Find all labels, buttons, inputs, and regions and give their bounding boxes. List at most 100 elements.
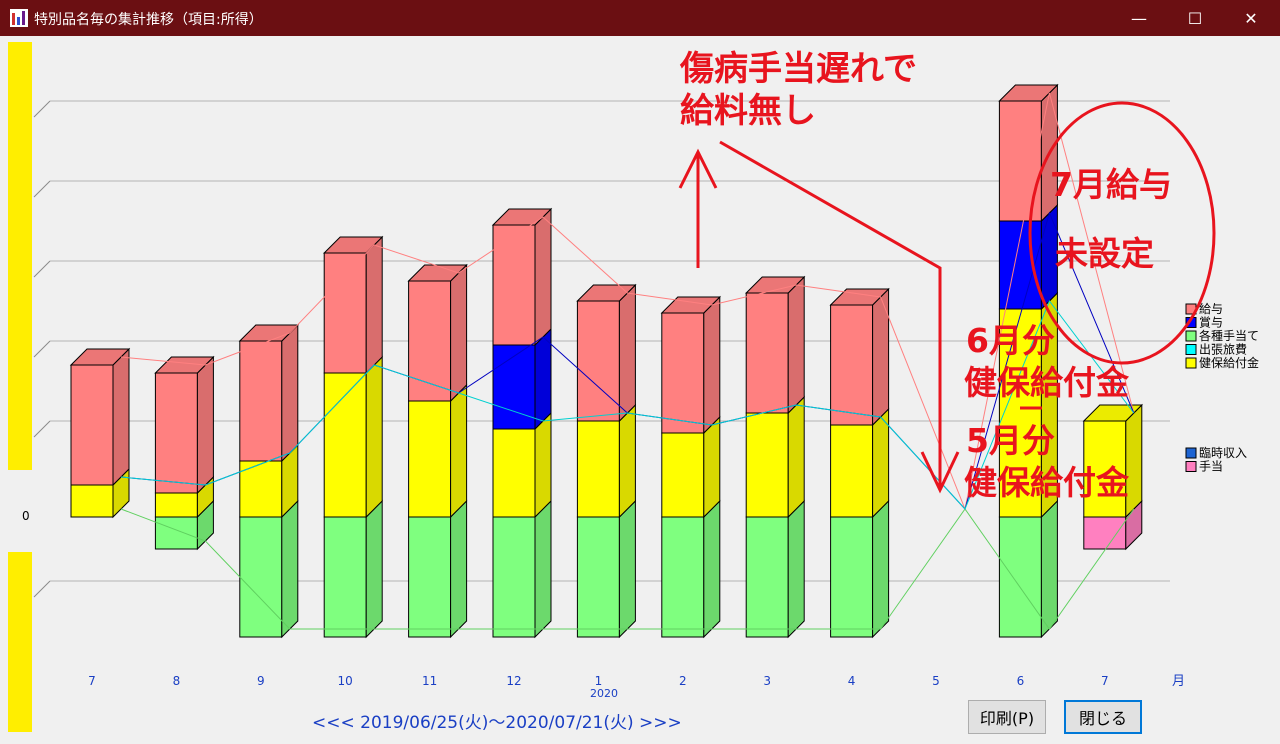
annotation-may-text-2: 健保給付金 (964, 463, 1130, 502)
legend-swatch-top (1185, 330, 1197, 342)
bar-front-健保給付金 (998, 308, 1042, 518)
bar-side-健保給付金 (787, 395, 805, 519)
legend-label-top: 出張旅費 (1199, 342, 1247, 357)
bar-side-各種手当て (365, 499, 383, 639)
bar-front-給与 (492, 224, 536, 346)
left-yellow-bar-top (8, 42, 32, 470)
bar-side-賞与 (534, 327, 552, 431)
x-tick-label: 7 (1101, 674, 1109, 688)
bar-front-各種手当て (239, 516, 283, 638)
bar-front-健保給付金 (492, 428, 536, 518)
bar-top-給与 (407, 264, 468, 282)
bar-side-給与 (281, 323, 299, 463)
bar-front-各種手当て (492, 516, 536, 638)
print-button[interactable]: 印刷(P) (968, 700, 1046, 734)
x-tick-label: 8 (173, 674, 181, 688)
maximize-icon: ☐ (1187, 8, 1203, 28)
bar-top-給与 (998, 84, 1059, 102)
x-tick-label: 7 (88, 674, 96, 688)
bar-side-給与 (703, 295, 721, 435)
gridline-diagonal (33, 580, 51, 598)
x-tick-label: 3 (763, 674, 771, 688)
annotation-circle (1028, 101, 1216, 365)
legend-label-top: 各種手当て (1199, 328, 1259, 343)
bar-front-給与 (70, 364, 114, 486)
bar-front-各種手当て (154, 516, 198, 550)
bar-side-健保給付金 (365, 355, 383, 519)
year-label: 2020 (590, 687, 618, 700)
x-tick-label: 4 (848, 674, 856, 688)
annotations: 傷病手当遅れで 給料無し 7月給与 未設定 6月分 健保給付金 5月分 健保給付… (678, 49, 1216, 502)
gridline-diagonal (33, 100, 51, 118)
bar-side-給与 (787, 275, 805, 415)
bar-side-各種手当て (872, 499, 890, 639)
x-tick-label: 9 (257, 674, 265, 688)
bar-front-健保給付金 (408, 400, 452, 518)
bar-front-健保給付金 (1083, 420, 1127, 518)
gridline-diagonal (33, 180, 51, 198)
legend-label-top: 健保給付金 (1199, 355, 1259, 370)
stacked-bar-chart: 7 8 9 10 11 12 1 2 3 4 5 6 7 0 月 2020 給与賞与各種手当て出張旅費健… (8, 42, 1259, 732)
bar-top-健保給付金 (1082, 404, 1144, 422)
minimize-icon: — (1131, 8, 1147, 28)
annotation-june-text-1: 6月分 (966, 321, 1055, 360)
bar-top-給与 (154, 356, 215, 374)
gridline-diagonal (33, 340, 51, 358)
x-tick-label: 1 (595, 674, 603, 688)
bar-front-給与 (239, 340, 283, 462)
bar-front-各種手当て (745, 516, 789, 638)
bar-front-給与 (323, 252, 367, 374)
bar-front-健保給付金 (70, 484, 114, 518)
x-tick-label: 5 (932, 674, 940, 688)
x-tick-label: 11 (422, 674, 437, 688)
date-range-nav[interactable]: <<< 2019/06/25(火)～2020/07/21(火) >>> (312, 713, 682, 733)
bar-side-各種手当て (450, 499, 468, 639)
bar-top-給与 (660, 296, 722, 314)
bar-side-各種手当て (703, 499, 721, 639)
gridline-diagonal (33, 260, 51, 278)
bar-side-各種手当て (281, 499, 299, 639)
x-tick-label: 2 (679, 674, 687, 688)
bar-top-給与 (576, 284, 637, 302)
bar-side-各種手当て (787, 499, 805, 639)
bar-front-健保給付金 (745, 412, 789, 518)
bar-side-健保給付金 (618, 403, 636, 519)
bar-top-給与 (829, 288, 890, 306)
bar-front-健保給付金 (239, 460, 283, 518)
x-axis-labels: 7 8 9 10 11 12 1 2 3 4 5 6 7 (88, 674, 1108, 688)
bar-side-給与 (112, 347, 130, 487)
bar-side-給与 (618, 283, 636, 423)
trend-line-travel (120, 299, 1135, 510)
close-button[interactable]: 閉じる (1064, 700, 1142, 734)
bar-front-給与 (576, 300, 620, 422)
bar-side-健保給付金 (872, 407, 890, 519)
annotation-may-text-1: 5月分 (966, 421, 1055, 460)
legend-swatch-top (1185, 357, 1197, 369)
maximize-button[interactable]: ☐ (1166, 0, 1224, 36)
annotation-down-arrowhead (920, 451, 960, 494)
legend-label-top: 給与 (1199, 302, 1223, 316)
bar-side-給与 (872, 287, 890, 427)
bar-side-健保給付金 (703, 415, 721, 519)
bar-front-各種手当て (408, 516, 452, 638)
bar-side-給与 (365, 235, 383, 375)
bar-side-健保給付金 (534, 411, 552, 519)
bar-side-健保給付金 (450, 383, 468, 519)
bars (69, 83, 1144, 639)
close-window-button[interactable]: ✕ (1222, 0, 1280, 36)
bar-front-各種手当て (661, 516, 705, 638)
window-title: 特別品名毎の集計推移（項目:所得） (34, 12, 263, 28)
annotation-text-1: 傷病手当遅れで (679, 49, 917, 89)
bar-side-給与 (196, 355, 214, 495)
bar-front-各種手当て (576, 516, 620, 638)
bar-front-健保給付金 (576, 420, 620, 518)
bar-front-健保給付金 (661, 432, 705, 518)
x-tick-label: 12 (506, 674, 521, 688)
annotation-down-arrow (719, 140, 942, 490)
minimize-button[interactable]: — (1110, 0, 1168, 36)
bar-front-給与 (661, 312, 705, 434)
bar-side-各種手当て (618, 499, 636, 639)
x-axis-unit: 月 (1172, 674, 1185, 689)
left-yellow-bar-bottom (8, 552, 32, 732)
